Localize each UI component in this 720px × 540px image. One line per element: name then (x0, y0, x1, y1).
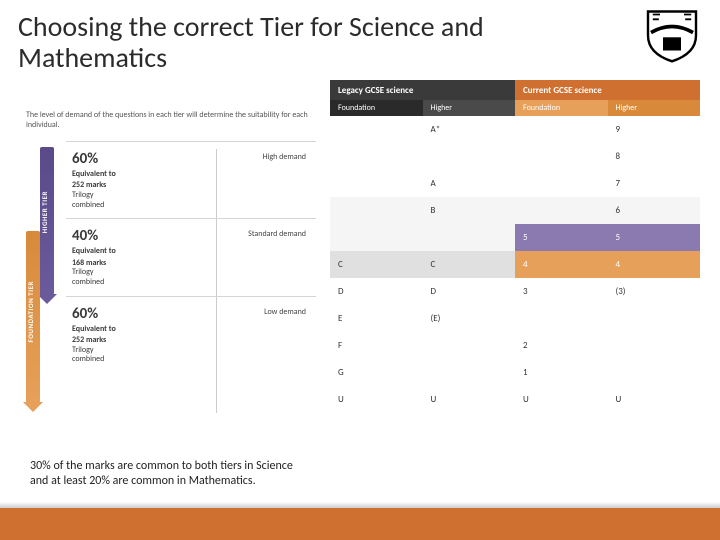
segment-line: Equivalent to (72, 170, 316, 180)
grade-cell (515, 305, 608, 332)
segment-line: 168 marks (72, 259, 316, 269)
grade-cell (515, 143, 608, 170)
table-row: DD3(3) (330, 278, 700, 305)
sub-higher-current: Higher (608, 100, 701, 116)
grade-cell (608, 359, 701, 386)
segment-demand: Low demand (264, 307, 306, 317)
table-row: UUUU (330, 386, 700, 413)
grade-comparison-table: Legacy GCSE science Current GCSE science… (330, 80, 700, 413)
grade-cell (423, 143, 516, 170)
school-crest-icon (642, 8, 702, 63)
grade-cell: U (608, 386, 701, 413)
grade-cell: U (423, 386, 516, 413)
sub-foundation-legacy: Foundation (330, 100, 423, 116)
segment-demand: High demand (263, 152, 306, 162)
grade-cell: U (330, 386, 423, 413)
grade-cell (330, 224, 423, 251)
table-row: A7 (330, 170, 700, 197)
grade-cell: C (423, 251, 516, 278)
grade-rows: A*98A7B655CC44DD3(3)E(E)F2G1UUUU (330, 116, 700, 413)
table-row: A* 9 (330, 116, 700, 143)
grade-cell: 6 (608, 197, 701, 224)
table-row: 55 (330, 224, 700, 251)
legacy-header: Legacy GCSE science (330, 80, 515, 100)
table-row: G1 (330, 359, 700, 386)
segment-line: 252 marks (72, 181, 316, 191)
grade-cell: G (330, 359, 423, 386)
footer-bar (0, 508, 720, 540)
grade-cell (608, 305, 701, 332)
grade-cell (515, 197, 608, 224)
segment-line: 252 marks (72, 336, 316, 346)
grade-cell (330, 197, 423, 224)
tier-segment: 60% Equivalent to 252 marks Trilogy comb… (66, 296, 316, 373)
grade-cell: 5 (608, 224, 701, 251)
grade-cell (330, 170, 423, 197)
table-row: E(E) (330, 305, 700, 332)
grade-cell: 5 (515, 224, 608, 251)
segment-line: Trilogy (72, 191, 316, 201)
grade-cell (423, 359, 516, 386)
tier-bars: HIGHER TIER FOUNDATION TIER 60% Equivale… (26, 141, 316, 373)
grade-cell: 3 (515, 278, 608, 305)
grade-cell: F (330, 332, 423, 359)
segment-demand: Standard demand (248, 229, 306, 239)
grade-cell: B (423, 197, 516, 224)
slide: Choosing the correct Tier for Science an… (0, 0, 720, 540)
grade-cell: 8 (608, 143, 701, 170)
segment-line: Equivalent to (72, 325, 316, 335)
segment-line: Equivalent to (72, 247, 316, 257)
tier-subtitle: The level of demand of the questions in … (26, 110, 326, 131)
grade-cell (515, 170, 608, 197)
table-row: CC44 (330, 251, 700, 278)
grade-cell: 2 (515, 332, 608, 359)
grade-cell (330, 143, 423, 170)
grade-cell: 1 (515, 359, 608, 386)
grade-cell: A (423, 170, 516, 197)
grade-cell: 4 (608, 251, 701, 278)
grade-cell: 4 (515, 251, 608, 278)
grade-cell: 7 (608, 170, 701, 197)
sub-foundation-current: Foundation (515, 100, 608, 116)
grade-cell: U (515, 386, 608, 413)
tier-segment: 40% Equivalent to 168 marks Trilogy comb… (66, 218, 316, 295)
table-row: B6 (330, 197, 700, 224)
sub-higher-legacy: Higher (423, 100, 516, 116)
footnote: 30% of the marks are common to both tier… (30, 459, 300, 490)
grade-cell: C (330, 251, 423, 278)
segment-line: combined (72, 355, 316, 365)
current-header: Current GCSE science (515, 80, 700, 100)
grade-cell: D (423, 278, 516, 305)
table-row: F2 (330, 332, 700, 359)
segment-line: Trilogy (72, 346, 316, 356)
grade-cell (608, 332, 701, 359)
grade-header: Legacy GCSE science Current GCSE science (330, 80, 700, 100)
grade-subheader: Foundation Higher Foundation Higher (330, 100, 700, 116)
grade-cell: 9 (608, 116, 701, 143)
segment-line: Trilogy (72, 268, 316, 278)
grade-cell (423, 224, 516, 251)
grade-cell (515, 116, 608, 143)
grade-cell (330, 116, 423, 143)
tier-diagram: The level of demand of the questions in … (26, 110, 326, 373)
tier-segment: 60% Equivalent to 252 marks Trilogy comb… (66, 141, 316, 218)
grade-cell: (E) (423, 305, 516, 332)
foundation-tier-label: FOUNDATION TIER (26, 281, 35, 342)
grade-cell: D (330, 278, 423, 305)
table-row: 8 (330, 143, 700, 170)
grade-cell: E (330, 305, 423, 332)
segment-line: combined (72, 201, 316, 211)
grade-cell (423, 332, 516, 359)
higher-tier-label: HIGHER TIER (40, 191, 49, 233)
page-title: Choosing the correct Tier for Science an… (18, 12, 568, 74)
grade-cell: A* (423, 116, 516, 143)
segment-line: combined (72, 278, 316, 288)
grade-cell: (3) (608, 278, 701, 305)
